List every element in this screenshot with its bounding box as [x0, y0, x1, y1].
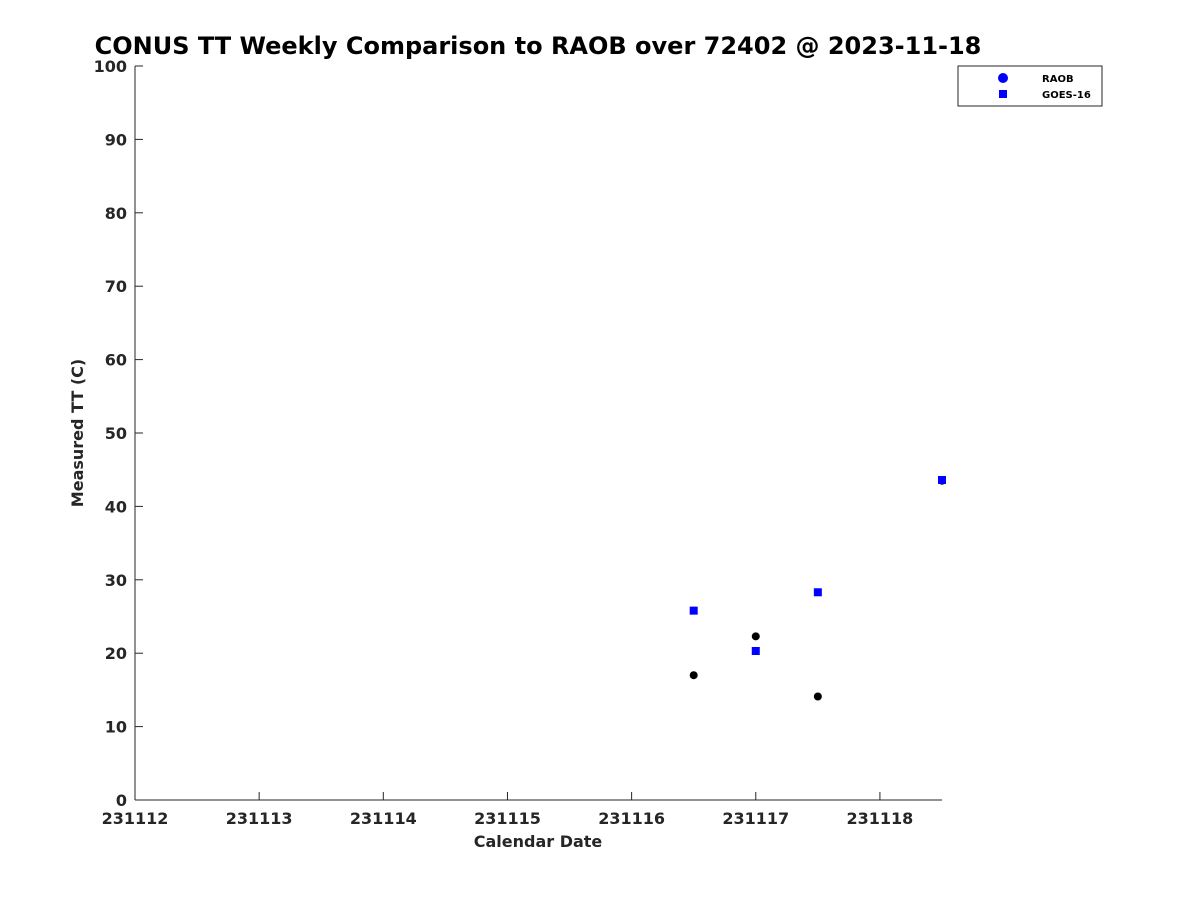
axes: 0 10 20 30 40 50 60 70 80 90 100 231112 231113 231114… — [94, 57, 942, 828]
y-tick-label: 50 — [105, 424, 127, 443]
y-tick-label: 70 — [105, 277, 127, 296]
raob-point — [751, 632, 760, 641]
x-tick-label: 231112 — [102, 809, 169, 828]
x-tick-label: 231113 — [226, 809, 293, 828]
legend-marker-raob — [998, 73, 1008, 83]
legend-marker-goes-16 — [999, 90, 1007, 98]
y-tick-label: 20 — [105, 644, 127, 663]
chart-title: CONUS TT Weekly Comparison to RAOB over … — [95, 32, 982, 60]
x-axis-label: Calendar Date — [474, 832, 603, 851]
y-axis-label: Measured TT (C) — [68, 359, 87, 507]
y-tick-label: 90 — [105, 130, 127, 149]
y-tick-label: 10 — [105, 718, 127, 737]
raob-point — [689, 671, 698, 680]
goes-16-point — [689, 606, 698, 615]
y-tick-label: 40 — [105, 497, 127, 516]
legend-box — [957, 65, 1103, 107]
x-tick-label: 231114 — [350, 809, 417, 828]
goes-16-point — [813, 588, 822, 597]
x-tick-label: 231118 — [847, 809, 914, 828]
y-tick-label: 0 — [116, 791, 127, 810]
legend-label-raob: RAOB — [1042, 74, 1074, 85]
y-tick-label: 60 — [105, 351, 127, 370]
goes-16-point — [751, 646, 760, 655]
y-tick-label: 80 — [105, 204, 127, 223]
x-tick-label: 231117 — [722, 809, 789, 828]
y-tick-label: 30 — [105, 571, 127, 590]
x-tick-label: 231115 — [474, 809, 541, 828]
goes-16-point — [938, 475, 946, 484]
raob-point — [813, 692, 822, 701]
legend-label-goes-16: GOES-16 — [1042, 90, 1091, 101]
legend: RAOB GOES-16 — [957, 65, 1103, 107]
y-tick-label: 100 — [94, 57, 127, 76]
data-points — [689, 475, 946, 701]
x-tick-label: 231116 — [598, 809, 665, 828]
